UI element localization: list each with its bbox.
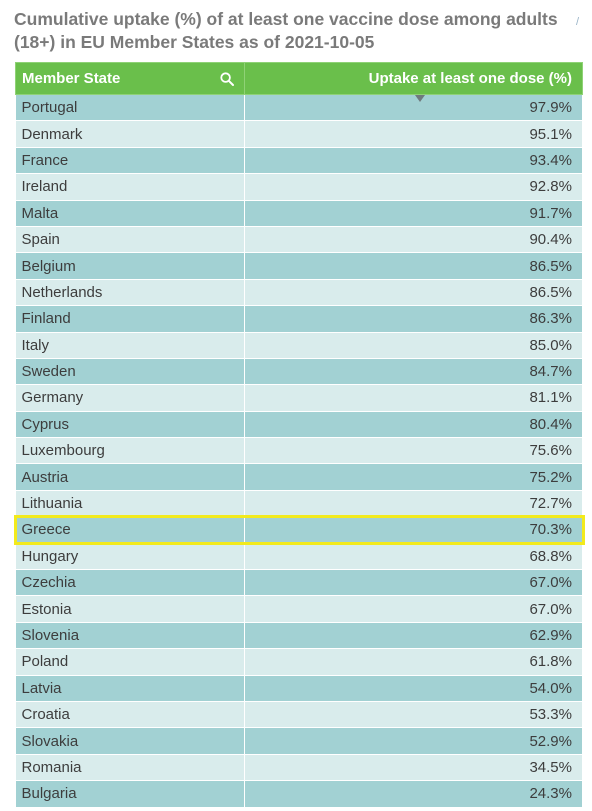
cell-member-state: Romania bbox=[15, 754, 245, 782]
cell-member-state: Latvia bbox=[15, 675, 245, 702]
cell-member-state: France bbox=[15, 147, 245, 175]
cell-member-state: Bulgaria bbox=[15, 780, 245, 808]
table-row: Greece 70.3% bbox=[15, 516, 583, 544]
table-header-row: Member State Uptake at least one dose (%… bbox=[15, 62, 583, 95]
table-row: Netherlands 86.5% bbox=[15, 279, 583, 307]
cell-member-state: Poland bbox=[15, 648, 245, 676]
cell-member-state: Ireland bbox=[15, 173, 245, 201]
cell-uptake-value: 68.8% bbox=[244, 543, 583, 571]
cell-member-state: Italy bbox=[15, 332, 245, 359]
cell-uptake-value: 86.5% bbox=[244, 252, 583, 280]
cell-member-state: Portugal bbox=[15, 94, 245, 122]
cell-member-state: Sweden bbox=[15, 358, 245, 386]
table-row: Slovenia 62.9% bbox=[15, 622, 583, 650]
table-row: Latvia 54.0% bbox=[15, 675, 583, 702]
cell-uptake-value: 86.3% bbox=[244, 305, 583, 333]
table-row: Lithuania 72.7% bbox=[15, 490, 583, 518]
cell-uptake-value: 52.9% bbox=[244, 727, 583, 755]
table-row: Poland 61.8% bbox=[15, 648, 583, 676]
cell-uptake-value: 95.1% bbox=[244, 120, 583, 148]
search-icon[interactable] bbox=[220, 72, 234, 86]
cell-uptake-value: 54.0% bbox=[244, 675, 583, 702]
table-row: Romania 34.5% bbox=[15, 754, 583, 782]
cell-uptake-value: 84.7% bbox=[244, 358, 583, 386]
cell-member-state: Finland bbox=[15, 305, 245, 333]
table-row: Belgium 86.5% bbox=[15, 252, 583, 280]
cell-uptake-value: 67.0% bbox=[244, 569, 583, 597]
data-table: Member State Uptake at least one dose (%… bbox=[15, 62, 583, 808]
cell-uptake-value: 81.1% bbox=[244, 384, 583, 412]
cell-member-state: Germany bbox=[15, 384, 245, 412]
cell-uptake-value: 24.3% bbox=[244, 780, 583, 808]
cell-uptake-value: 85.0% bbox=[244, 332, 583, 359]
cell-member-state: Hungary bbox=[15, 543, 245, 571]
cell-uptake-value: 86.5% bbox=[244, 279, 583, 307]
cell-uptake-value: 92.8% bbox=[244, 173, 583, 201]
table-body: Portugal 97.9% Denmark 95.1% France 93.4% Irel… bbox=[15, 94, 583, 808]
cell-uptake-value: 34.5% bbox=[244, 754, 583, 782]
column-header-member-state[interactable]: Member State bbox=[15, 62, 245, 95]
table-row: Hungary 68.8% bbox=[15, 543, 583, 571]
cell-member-state: Croatia bbox=[15, 701, 245, 729]
cell-member-state: Greece bbox=[15, 516, 245, 544]
cell-member-state: Estonia bbox=[15, 595, 245, 623]
cell-member-state: Cyprus bbox=[15, 411, 245, 439]
column-header-member-state-label: Member State bbox=[22, 70, 121, 87]
cell-member-state: Lithuania bbox=[15, 490, 245, 518]
cell-uptake-value: 90.4% bbox=[244, 226, 583, 254]
cell-member-state: Slovenia bbox=[15, 622, 245, 650]
cell-member-state: Malta bbox=[15, 200, 245, 227]
table-row: Luxembourg 75.6% bbox=[15, 437, 583, 465]
cell-member-state: Slovakia bbox=[15, 727, 245, 755]
column-header-uptake-label: Uptake at least one dose (%) bbox=[368, 70, 572, 87]
table-row: Estonia 67.0% bbox=[15, 595, 583, 623]
table-row: Denmark 95.1% bbox=[15, 120, 583, 148]
cell-uptake-value: 70.3% bbox=[244, 516, 583, 544]
cell-uptake-value: 91.7% bbox=[244, 200, 583, 227]
table-row: Germany 81.1% bbox=[15, 384, 583, 412]
table-row: Croatia 53.3% bbox=[15, 701, 583, 729]
cell-uptake-value: 75.2% bbox=[244, 463, 583, 491]
cell-member-state: Austria bbox=[15, 463, 245, 491]
cell-member-state: Netherlands bbox=[15, 279, 245, 307]
table-row: Cyprus 80.4% bbox=[15, 411, 583, 439]
cell-uptake-value: 53.3% bbox=[244, 701, 583, 729]
cell-member-state: Denmark bbox=[15, 120, 245, 148]
cell-uptake-value: 80.4% bbox=[244, 411, 583, 439]
table-row: Finland 86.3% bbox=[15, 305, 583, 333]
table-row: Malta 91.7% bbox=[15, 200, 583, 227]
cell-uptake-value: 67.0% bbox=[244, 595, 583, 623]
data-table-container: Member State Uptake at least one dose (%… bbox=[15, 62, 583, 808]
table-row: Austria 75.2% bbox=[15, 463, 583, 491]
chart-title: Cumulative uptake (%) of at least one va… bbox=[14, 9, 558, 52]
sort-descending-icon bbox=[415, 95, 425, 102]
cell-uptake-value: 72.7% bbox=[244, 490, 583, 518]
table-row: Portugal 97.9% bbox=[15, 94, 583, 122]
table-row: Czechia 67.0% bbox=[15, 569, 583, 597]
cell-uptake-value: 62.9% bbox=[244, 622, 583, 650]
cell-uptake-value: 75.6% bbox=[244, 437, 583, 465]
cell-uptake-value: 61.8% bbox=[244, 648, 583, 676]
column-header-uptake[interactable]: Uptake at least one dose (%) bbox=[244, 62, 583, 95]
table-row: Sweden 84.7% bbox=[15, 358, 583, 386]
table-row: Italy 85.0% bbox=[15, 332, 583, 359]
table-row: Bulgaria 24.3% bbox=[15, 780, 583, 808]
cell-member-state: Belgium bbox=[15, 252, 245, 280]
table-row: France 93.4% bbox=[15, 147, 583, 175]
cell-uptake-value: 93.4% bbox=[244, 147, 583, 175]
cell-uptake-value: 97.9% bbox=[244, 94, 583, 122]
corner-mark: / bbox=[576, 16, 580, 28]
table-row: Ireland 92.8% bbox=[15, 173, 583, 201]
table-row: Slovakia 52.9% bbox=[15, 727, 583, 755]
cell-member-state: Spain bbox=[15, 226, 245, 254]
cell-member-state: Czechia bbox=[15, 569, 245, 597]
cell-member-state: Luxembourg bbox=[15, 437, 245, 465]
table-row: Spain 90.4% bbox=[15, 226, 583, 254]
